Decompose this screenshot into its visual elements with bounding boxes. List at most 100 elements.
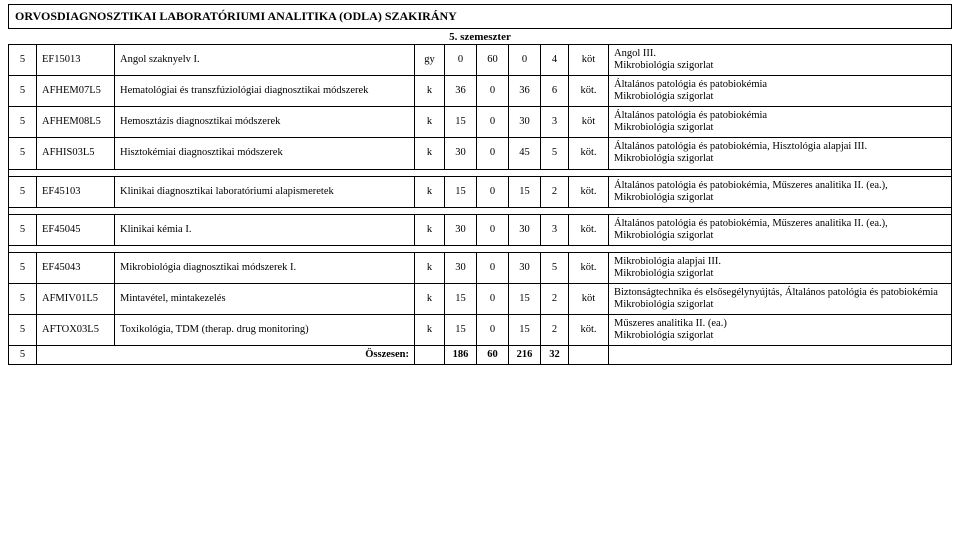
summary-req xyxy=(569,346,609,365)
cell-note: Általános patológia és patobiokémiaMikro… xyxy=(609,76,952,107)
cell-note: Mikrobiológia alapjai III.Mikrobiológia … xyxy=(609,252,952,283)
cell-idx: 5 xyxy=(9,45,37,76)
table-row: 5AFTOX03L5Toxikológia, TDM (therap. drug… xyxy=(9,315,952,346)
cell-req: köt xyxy=(569,283,609,314)
cell-req: köt. xyxy=(569,138,609,169)
cell-name: Klinikai diagnosztikai laboratóriumi ala… xyxy=(115,176,415,207)
cell-code: AFMIV01L5 xyxy=(37,283,115,314)
cell-code: EF45103 xyxy=(37,176,115,207)
cell-note: Általános patológia és patobiokémia, Műs… xyxy=(609,214,952,245)
cell-note: Műszeres analitika II. (ea.)Mikrobiológi… xyxy=(609,315,952,346)
cell-note: Angol III.Mikrobiológia szigorlat xyxy=(609,45,952,76)
cell-name: Angol szaknyelv I. xyxy=(115,45,415,76)
cell-req: köt. xyxy=(569,315,609,346)
cell-type: k xyxy=(415,252,445,283)
table-row: 5AFHEM07L5Hematológiai és transzfúziológ… xyxy=(9,76,952,107)
cell-name: Mintavétel, mintakezelés xyxy=(115,283,415,314)
cell-code: AFHIS03L5 xyxy=(37,138,115,169)
cell-idx: 5 xyxy=(9,138,37,169)
cell-note: Általános patológia és patobiokémia, Műs… xyxy=(609,176,952,207)
summary-note xyxy=(609,346,952,365)
summary-row: 5 Összesen: 186 60 216 32 xyxy=(9,346,952,365)
table-row: 5EF45043Mikrobiológia diagnosztikai móds… xyxy=(9,252,952,283)
cell-n1: 30 xyxy=(445,138,477,169)
cell-idx: 5 xyxy=(9,107,37,138)
summary-n4: 32 xyxy=(541,346,569,365)
cell-name: Hemosztázis diagnosztikai módszerek xyxy=(115,107,415,138)
semester-header: 5. szemeszter xyxy=(8,29,952,44)
page-title: ORVOSDIAGNOSZTIKAI LABORATÓRIUMI ANALITI… xyxy=(8,4,952,29)
cell-note: Biztonságtechnika és elsősegélynyújtás, … xyxy=(609,283,952,314)
cell-n3: 30 xyxy=(509,252,541,283)
cell-n3: 30 xyxy=(509,214,541,245)
cell-n1: 30 xyxy=(445,214,477,245)
cell-name: Klinikai kémia I. xyxy=(115,214,415,245)
course-table: 5EF15013Angol szaknyelv I.gy06004kötAngo… xyxy=(8,44,952,365)
cell-code: AFHEM07L5 xyxy=(37,76,115,107)
summary-label: Összesen: xyxy=(37,346,415,365)
table-row: 5EF45103Klinikai diagnosztikai laboratór… xyxy=(9,176,952,207)
cell-name: Hematológiai és transzfúziológiai diagno… xyxy=(115,76,415,107)
cell-note: Általános patológia és patobiokémiaMikro… xyxy=(609,107,952,138)
cell-code: EF45045 xyxy=(37,214,115,245)
cell-n2: 0 xyxy=(477,252,509,283)
cell-n3: 15 xyxy=(509,283,541,314)
cell-n1: 15 xyxy=(445,176,477,207)
cell-n1: 15 xyxy=(445,283,477,314)
cell-code: EF45043 xyxy=(37,252,115,283)
cell-code: AFTOX03L5 xyxy=(37,315,115,346)
cell-n2: 0 xyxy=(477,76,509,107)
summary-n1: 186 xyxy=(445,346,477,365)
cell-req: köt. xyxy=(569,176,609,207)
cell-n4: 2 xyxy=(541,283,569,314)
cell-req: köt. xyxy=(569,214,609,245)
summary-n2: 60 xyxy=(477,346,509,365)
cell-n3: 36 xyxy=(509,76,541,107)
cell-n3: 45 xyxy=(509,138,541,169)
cell-n3: 30 xyxy=(509,107,541,138)
cell-idx: 5 xyxy=(9,76,37,107)
cell-n4: 6 xyxy=(541,76,569,107)
cell-idx: 5 xyxy=(9,283,37,314)
cell-n1: 30 xyxy=(445,252,477,283)
cell-idx: 5 xyxy=(9,315,37,346)
cell-type: k xyxy=(415,76,445,107)
cell-n1: 36 xyxy=(445,76,477,107)
cell-n1: 15 xyxy=(445,315,477,346)
cell-type: k xyxy=(415,315,445,346)
cell-n4: 3 xyxy=(541,107,569,138)
table-row: 5EF45045Klinikai kémia I.k300303köt.Álta… xyxy=(9,214,952,245)
cell-idx: 5 xyxy=(9,214,37,245)
summary-blank xyxy=(415,346,445,365)
table-row: 5AFHEM08L5Hemosztázis diagnosztikai móds… xyxy=(9,107,952,138)
cell-type: k xyxy=(415,138,445,169)
cell-n1: 15 xyxy=(445,107,477,138)
cell-n4: 5 xyxy=(541,252,569,283)
cell-n3: 15 xyxy=(509,315,541,346)
table-row: 5EF15013Angol szaknyelv I.gy06004kötAngo… xyxy=(9,45,952,76)
cell-name: Mikrobiológia diagnosztikai módszerek I. xyxy=(115,252,415,283)
cell-idx: 5 xyxy=(9,176,37,207)
cell-name: Hisztokémiai diagnosztikai módszerek xyxy=(115,138,415,169)
cell-n1: 0 xyxy=(445,45,477,76)
summary-n3: 216 xyxy=(509,346,541,365)
cell-code: AFHEM08L5 xyxy=(37,107,115,138)
cell-name: Toxikológia, TDM (therap. drug monitorin… xyxy=(115,315,415,346)
cell-code: EF15013 xyxy=(37,45,115,76)
cell-n2: 60 xyxy=(477,45,509,76)
cell-n2: 0 xyxy=(477,107,509,138)
cell-req: köt. xyxy=(569,76,609,107)
cell-n2: 0 xyxy=(477,176,509,207)
cell-note: Általános patológia és patobiokémia, His… xyxy=(609,138,952,169)
table-row: 5AFHIS03L5Hisztokémiai diagnosztikai mód… xyxy=(9,138,952,169)
summary-idx: 5 xyxy=(9,346,37,365)
cell-idx: 5 xyxy=(9,252,37,283)
cell-n2: 0 xyxy=(477,138,509,169)
cell-n2: 0 xyxy=(477,315,509,346)
cell-n4: 5 xyxy=(541,138,569,169)
cell-req: köt xyxy=(569,107,609,138)
cell-n4: 3 xyxy=(541,214,569,245)
cell-n4: 4 xyxy=(541,45,569,76)
cell-type: k xyxy=(415,176,445,207)
cell-n2: 0 xyxy=(477,283,509,314)
